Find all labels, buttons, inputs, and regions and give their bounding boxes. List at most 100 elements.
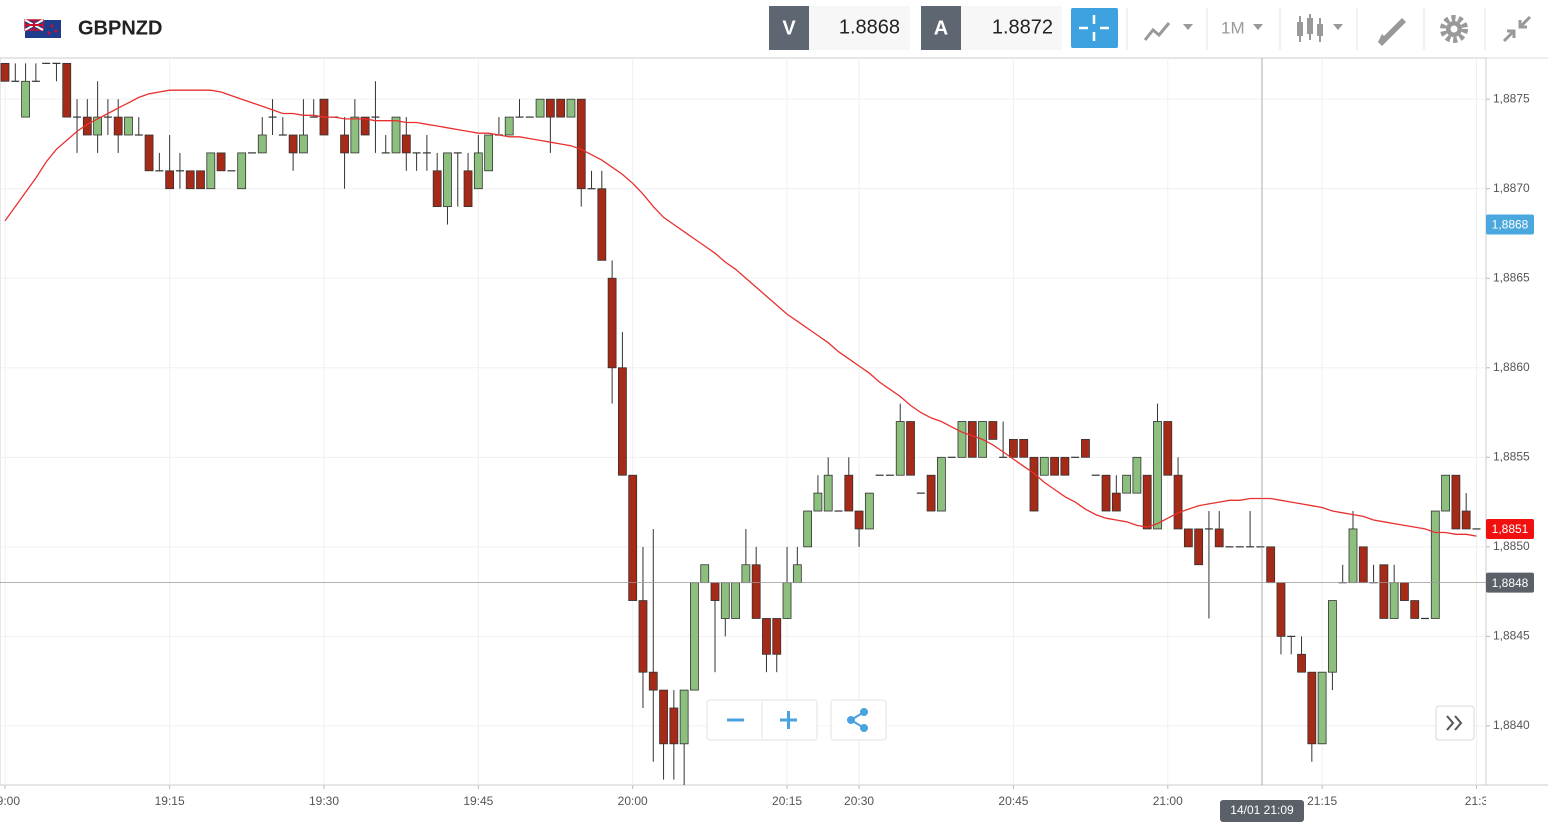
moving-average [4,89,1477,537]
bid-button[interactable] [769,6,809,50]
candle-body [288,134,298,154]
candle-body [1328,600,1337,673]
candle-body [1441,474,1450,512]
candle-body [854,510,864,530]
candle-body [844,474,854,512]
candle-body [957,421,967,458]
candle-body [1173,474,1183,530]
candle-body [1111,492,1121,512]
x-tick-label: 19:45 [463,794,493,808]
y-tick-label: 1,8855 [1493,449,1530,463]
x-tick-label: 21:3 [1465,794,1489,808]
candle-body [597,188,607,261]
candle-body [1039,456,1049,476]
price-tag [1486,518,1534,539]
crosshair-button[interactable] [1071,8,1118,48]
candle-body [638,600,648,673]
candle-body [1009,439,1018,458]
candle-body [1451,474,1461,530]
candle-body [1142,474,1152,530]
candle-body [556,98,566,118]
y-tick-label: 1,8840 [1493,718,1530,732]
collapse-button[interactable] [1502,15,1532,43]
candle-body [895,421,905,476]
candle-body [1081,439,1090,458]
axes: 1,8840 1,8845 1,8850 1,8855 1,8860 1,8865 1,88… [0,91,1534,822]
chart-type-button[interactable] [1143,22,1193,41]
candle-body [0,62,10,82]
price-tag-label: 1,8868 [1492,218,1529,232]
candle-body [432,170,442,208]
candle-body [823,474,833,512]
candle-body [360,116,370,136]
bid-box [809,6,910,50]
y-tick-label: 1,8870 [1493,181,1530,195]
candle-body [659,689,668,745]
y-tick-label: 1,8875 [1493,91,1530,105]
candle-body [669,707,679,745]
candle-body [690,582,699,691]
candle-body [710,582,720,601]
candle-body [1410,600,1420,619]
scroll-end-button[interactable] [1435,705,1475,741]
y-tick-label: 1,8865 [1493,270,1530,284]
candle-body [535,98,545,118]
bid-label: V [782,17,796,39]
candle-body [165,170,175,190]
candle-body [216,152,226,172]
settings-button[interactable] [1440,15,1468,43]
candle-body [1317,671,1327,745]
y-tick-label: 1,8850 [1493,539,1530,553]
candle-body [1430,510,1440,619]
candle-body [628,474,638,601]
candle-body [299,134,308,154]
candle-body [391,116,401,154]
ask-button[interactable] [921,6,961,50]
candle-body [988,421,998,440]
crosshair-time: 14/01 21:09 [1230,803,1294,817]
candle-body [1461,510,1471,530]
candle-body [967,421,977,458]
candle-body [144,134,154,172]
zoom-in[interactable] [780,711,797,729]
x-tick-label: 20:45 [998,794,1028,808]
share-icon [847,708,868,732]
timeframe: 1M [1221,18,1245,37]
candle-body [1101,474,1111,512]
candle-body [1389,582,1399,619]
timeframe-button[interactable]: 1M [1221,18,1263,37]
candle-body [484,134,494,172]
candle-body [82,116,92,136]
x-tick-label: 19:15 [155,794,185,808]
candle-body [1358,546,1368,584]
candle-body [926,474,936,512]
candle-body [772,618,782,655]
candle-body [720,582,730,619]
candle-body [1019,439,1029,458]
price-tag [1486,214,1534,235]
x-tick-label: 20:15 [772,794,802,808]
candle-body [648,671,658,691]
x-tick-label: 21:00 [1153,794,1183,808]
candle-body [340,134,349,154]
price-tag-label: 1,8848 [1492,576,1529,590]
candle-body [463,170,473,208]
draw-button[interactable] [1378,18,1406,46]
candles-button[interactable] [1297,14,1343,42]
x-tick-label: 19:30 [309,794,339,808]
candle-body [731,582,740,619]
candle-body [185,170,195,190]
candle-body [792,564,802,584]
price-tag-label: 1,8851 [1492,522,1529,536]
candle-body [936,456,946,512]
candle-body [864,492,874,530]
candle-body [607,277,617,369]
candle-body [62,62,72,118]
candle-body [1153,421,1162,530]
flag [24,19,61,38]
candle-body [93,116,103,136]
plot-area [0,57,1487,786]
candle-body [443,152,452,208]
bid-price: 1.8868 [839,16,900,38]
share-button[interactable] [830,699,887,741]
